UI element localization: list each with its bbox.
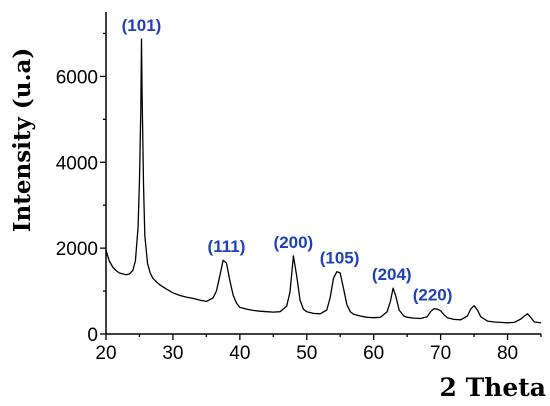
- x-axis-title: 2 Theta: [439, 373, 546, 402]
- y-tick-label: 6000: [56, 67, 98, 88]
- x-tick-label: 20: [95, 343, 116, 364]
- x-tick-label: 50: [296, 343, 317, 364]
- x-tick-label: 60: [363, 343, 384, 364]
- y-axis-title: Intensity (u.a): [9, 48, 36, 233]
- x-tick-label: 70: [430, 343, 451, 364]
- peak-label: (111): [208, 237, 246, 256]
- x-tick-label: 40: [229, 343, 250, 364]
- y-tick-label: 0: [87, 325, 98, 346]
- peak-label: (101): [122, 16, 162, 35]
- peak-label: (200): [274, 233, 314, 252]
- peak-annotations: (101) (111) (200) (105) (204)(220): [122, 16, 453, 305]
- series-line-0: [105, 38, 542, 324]
- y-tick-label: 4000: [56, 153, 98, 174]
- peak-label: (105): [320, 249, 360, 268]
- plot-area: [105, 38, 542, 324]
- x-tick-label: 80: [497, 343, 518, 364]
- y-tick-label: 2000: [56, 239, 98, 260]
- peak-label: (220): [413, 286, 453, 305]
- peak-label: (204): [372, 265, 412, 284]
- axes: 20 30 40 50 60 70 80 0 2000 4000 6000: [56, 12, 542, 364]
- x-tick-label: 30: [162, 343, 183, 364]
